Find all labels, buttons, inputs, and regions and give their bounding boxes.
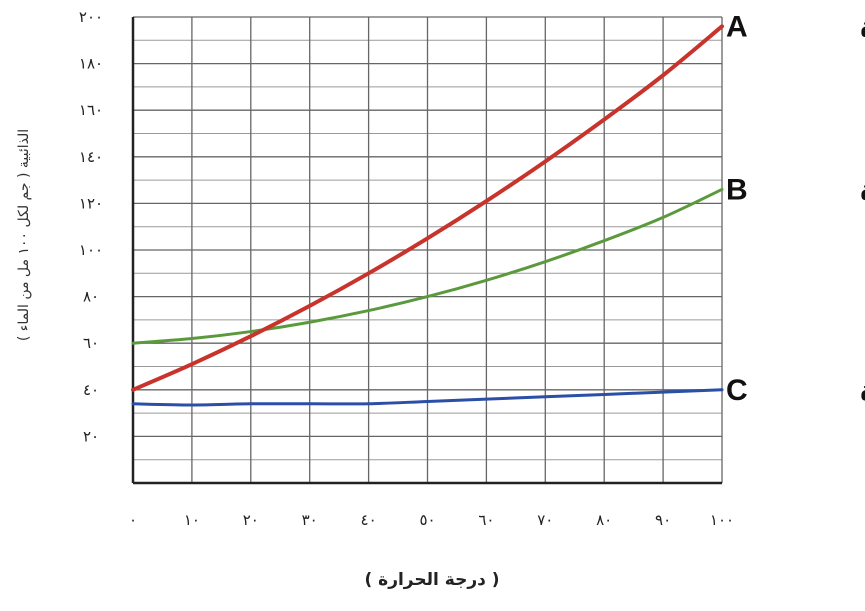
y-tick-label: ١٦٠	[79, 101, 103, 119]
x-tick-label: ٧٠	[537, 511, 553, 529]
y-tick-label: ١٠٠	[79, 241, 103, 259]
x-axis-title: ( درجة الحرارة )	[364, 570, 499, 590]
x-tick-label: ٢٠	[243, 511, 259, 529]
x-tick-label: ٦٠	[478, 511, 494, 529]
y-tick-label: ٤٠	[83, 381, 99, 399]
y-axis-title: الذائبية ( جم لكل ١٠٠ مل من الماء )	[16, 129, 32, 341]
y-tick-label: ٢٠	[83, 427, 99, 445]
axes	[131, 17, 722, 485]
x-tick-label: ٥٠	[419, 511, 435, 529]
series-lines	[131, 24, 724, 407]
x-tick-label: ٨٠	[596, 511, 612, 529]
x-tick-labels: ٠ ١٠ ٢٠ ٣٠ ٤٠ ٥٠ ٦٠ ٧٠ ٨٠ ٩٠ ١٠٠	[129, 511, 734, 529]
x-tick-label: ١٠	[184, 511, 200, 529]
y-tick-label: ٢٠٠	[79, 8, 103, 26]
series-labels: A المادة B المادة C المادة	[726, 10, 865, 406]
x-tick-label: ٣٠	[302, 511, 318, 529]
series-label-word-a: المادة	[860, 10, 865, 43]
y-tick-label: ٨٠	[83, 288, 99, 306]
y-tick-label: ١٨٠	[79, 55, 103, 73]
x-tick-label: ٠	[129, 511, 137, 529]
x-tick-label: ١٠٠	[710, 511, 734, 529]
series-line-b	[131, 187, 724, 345]
series-label-letter-b: B	[726, 173, 748, 206]
series-label-word-b: المادة	[860, 173, 865, 206]
series-label-letter-c: C	[726, 374, 748, 407]
y-tick-label: ١٢٠	[79, 194, 103, 212]
x-tick-label: ٤٠	[361, 511, 377, 529]
series-label-letter-a: A	[726, 10, 748, 43]
series-label-word-c: المادة	[860, 374, 865, 407]
x-tick-label: ٩٠	[655, 511, 671, 529]
series-line-c	[131, 388, 724, 407]
series-line-a	[131, 24, 724, 392]
y-tick-label: ١٤٠	[79, 148, 103, 166]
y-tick-labels: ٢٠ ٤٠ ٦٠ ٨٠ ١٠٠ ١٢٠ ١٤٠ ١٦٠ ١٨٠ ٢٠٠	[79, 8, 103, 445]
y-tick-label: ٦٠	[83, 334, 99, 352]
